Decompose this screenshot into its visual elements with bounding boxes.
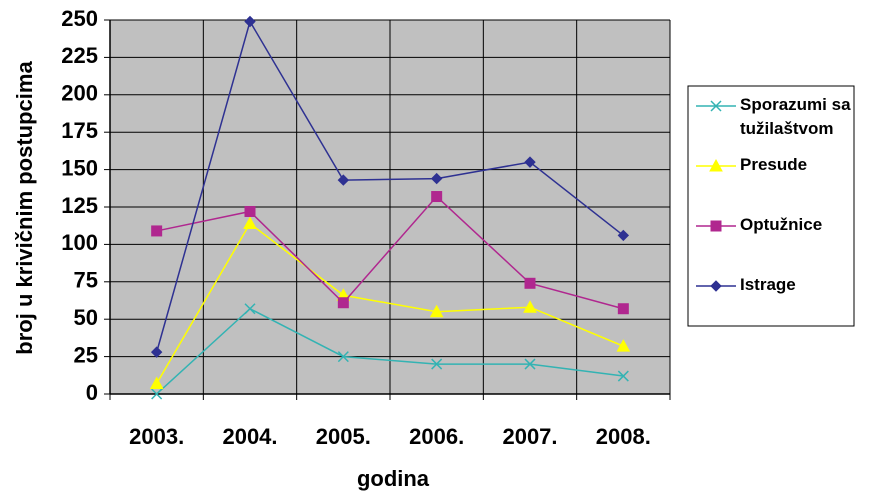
data-point xyxy=(617,303,629,315)
y-tick-label: 150 xyxy=(61,155,98,180)
legend-entry: Istrage xyxy=(740,275,796,294)
series-line xyxy=(155,19,624,353)
x-tick-label: 2007. xyxy=(502,424,557,449)
legend-marker xyxy=(710,220,722,232)
y-tick-label: 125 xyxy=(61,193,98,218)
legend-marker xyxy=(709,158,723,172)
data-point xyxy=(151,225,163,237)
y-tick-label: 200 xyxy=(61,81,98,106)
data-point xyxy=(337,174,350,186)
x-tick-label: 2003. xyxy=(129,424,184,449)
legend: Sporazumi sa tužilaštvom Presude Optužnice I… xyxy=(687,85,855,327)
data-point xyxy=(524,156,536,168)
legend-marker xyxy=(710,280,722,292)
data-point xyxy=(523,300,537,313)
series-line xyxy=(156,195,624,310)
y-tick-label: 175 xyxy=(61,118,98,143)
data-point xyxy=(524,358,536,370)
legend-entry: Sporazumi sa tužilaštvom xyxy=(740,95,851,138)
data-point xyxy=(429,304,444,318)
x-tick-label: 2006. xyxy=(409,424,464,449)
data-point xyxy=(337,297,349,309)
y-axis-title: broj u krivičnim postupcima xyxy=(12,61,37,355)
grid-lines xyxy=(104,19,671,400)
y-tick-label: 225 xyxy=(61,43,98,68)
data-point xyxy=(244,205,256,217)
data-point xyxy=(524,277,536,289)
series-line xyxy=(156,222,624,384)
y-tick-label: 75 xyxy=(74,268,98,293)
y-tick-label: 250 xyxy=(61,6,98,31)
data-point xyxy=(243,216,257,229)
data-point xyxy=(337,351,349,363)
data-point xyxy=(244,15,256,28)
data-point xyxy=(151,388,163,400)
legend-entry: Presude xyxy=(740,155,807,174)
series-lines xyxy=(149,15,631,400)
legend-entry: Optužnice xyxy=(740,215,822,234)
y-tick-label: 50 xyxy=(74,305,98,330)
x-axis-title: godina xyxy=(357,466,430,491)
data-point xyxy=(149,376,164,390)
x-tick-label: 2005. xyxy=(316,424,371,449)
tick-labels: 0 25 50 75 100 125 150 175 200 225 250 2003. 2004. 20… xyxy=(61,6,651,449)
data-point xyxy=(617,229,630,242)
data-point xyxy=(244,303,256,315)
y-tick-label: 0 xyxy=(86,380,98,405)
data-point xyxy=(617,370,629,382)
data-point xyxy=(616,339,631,352)
x-tick-label: 2008. xyxy=(596,424,651,449)
legend-marker xyxy=(710,100,722,112)
data-point xyxy=(150,346,163,358)
series-line xyxy=(156,307,624,395)
x-tick-label: 2004. xyxy=(222,424,277,449)
data-point xyxy=(430,172,443,185)
data-point xyxy=(431,191,443,203)
data-point xyxy=(431,358,443,370)
y-tick-label: 25 xyxy=(74,342,98,367)
y-tick-label: 100 xyxy=(61,230,98,255)
